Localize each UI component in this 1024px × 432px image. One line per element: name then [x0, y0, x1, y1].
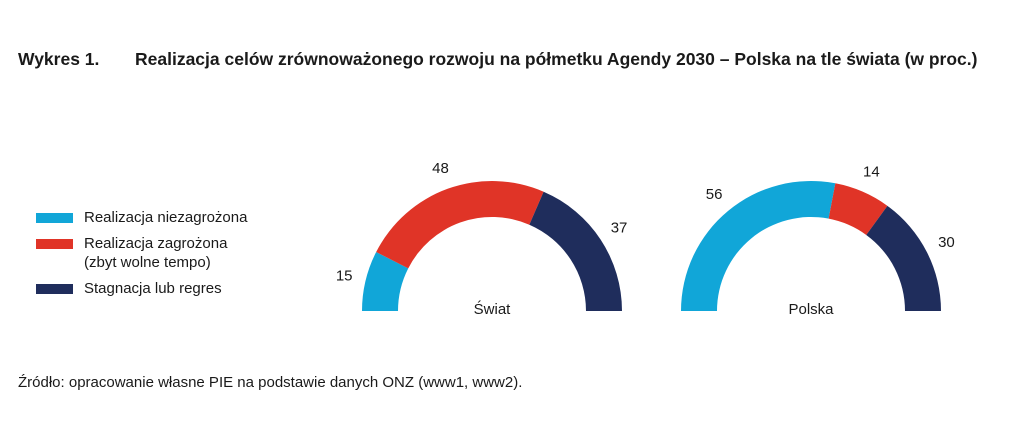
donut-0-segment-1 — [376, 180, 544, 269]
legend-item-stagnacja: Stagnacja lub regres — [36, 279, 247, 298]
donut-1-value-label-1: 14 — [863, 164, 880, 181]
legend: Realizacja niezagrożona Realizacja zagro… — [36, 208, 247, 305]
chart-title-number: Wykres 1. — [18, 49, 100, 69]
donut-1-value-label-2: 30 — [938, 234, 955, 251]
donut-chart-1: 56 14 30 Polska — [681, 164, 955, 318]
donut-1-segment-2 — [866, 205, 941, 311]
legend-label-niezagrozona: Realizacja niezagrożona — [84, 209, 248, 226]
donut-0-center-label: Świat — [474, 300, 512, 318]
legend-swatch-stagnacja — [36, 284, 73, 294]
legend-label-zagrozona: Realizacja zagrożona (zbyt wolne tempo) — [84, 235, 228, 271]
legend-label-stagnacja: Stagnacja lub regres — [84, 280, 222, 297]
donut-chart-0: 15 48 37 Świat — [336, 160, 628, 318]
donut-1-segment-0 — [681, 181, 836, 311]
legend-swatch-zagrozona — [36, 239, 73, 249]
donut-0-segment-2 — [529, 191, 622, 311]
chart-title-text: Realizacja celów zrównoważonego rozwoju … — [135, 49, 978, 69]
source-note: Źródło: opracowanie własne PIE na podsta… — [18, 374, 523, 391]
legend-item-zagrozona: Realizacja zagrożona (zbyt wolne tempo) — [36, 234, 247, 272]
donut-0-value-label-1: 48 — [432, 160, 449, 177]
donut-1-value-label-0: 56 — [706, 186, 723, 203]
legend-swatch-niezagrozona — [36, 213, 73, 223]
donut-0-value-label-2: 37 — [611, 220, 628, 237]
donut-1-center-label: Polska — [788, 301, 834, 318]
donut-1-segment-1 — [828, 183, 888, 235]
donut-0-value-label-0: 15 — [336, 268, 353, 285]
legend-item-niezagrozona: Realizacja niezagrożona — [36, 208, 247, 227]
donut-0-segment-0 — [362, 251, 409, 311]
